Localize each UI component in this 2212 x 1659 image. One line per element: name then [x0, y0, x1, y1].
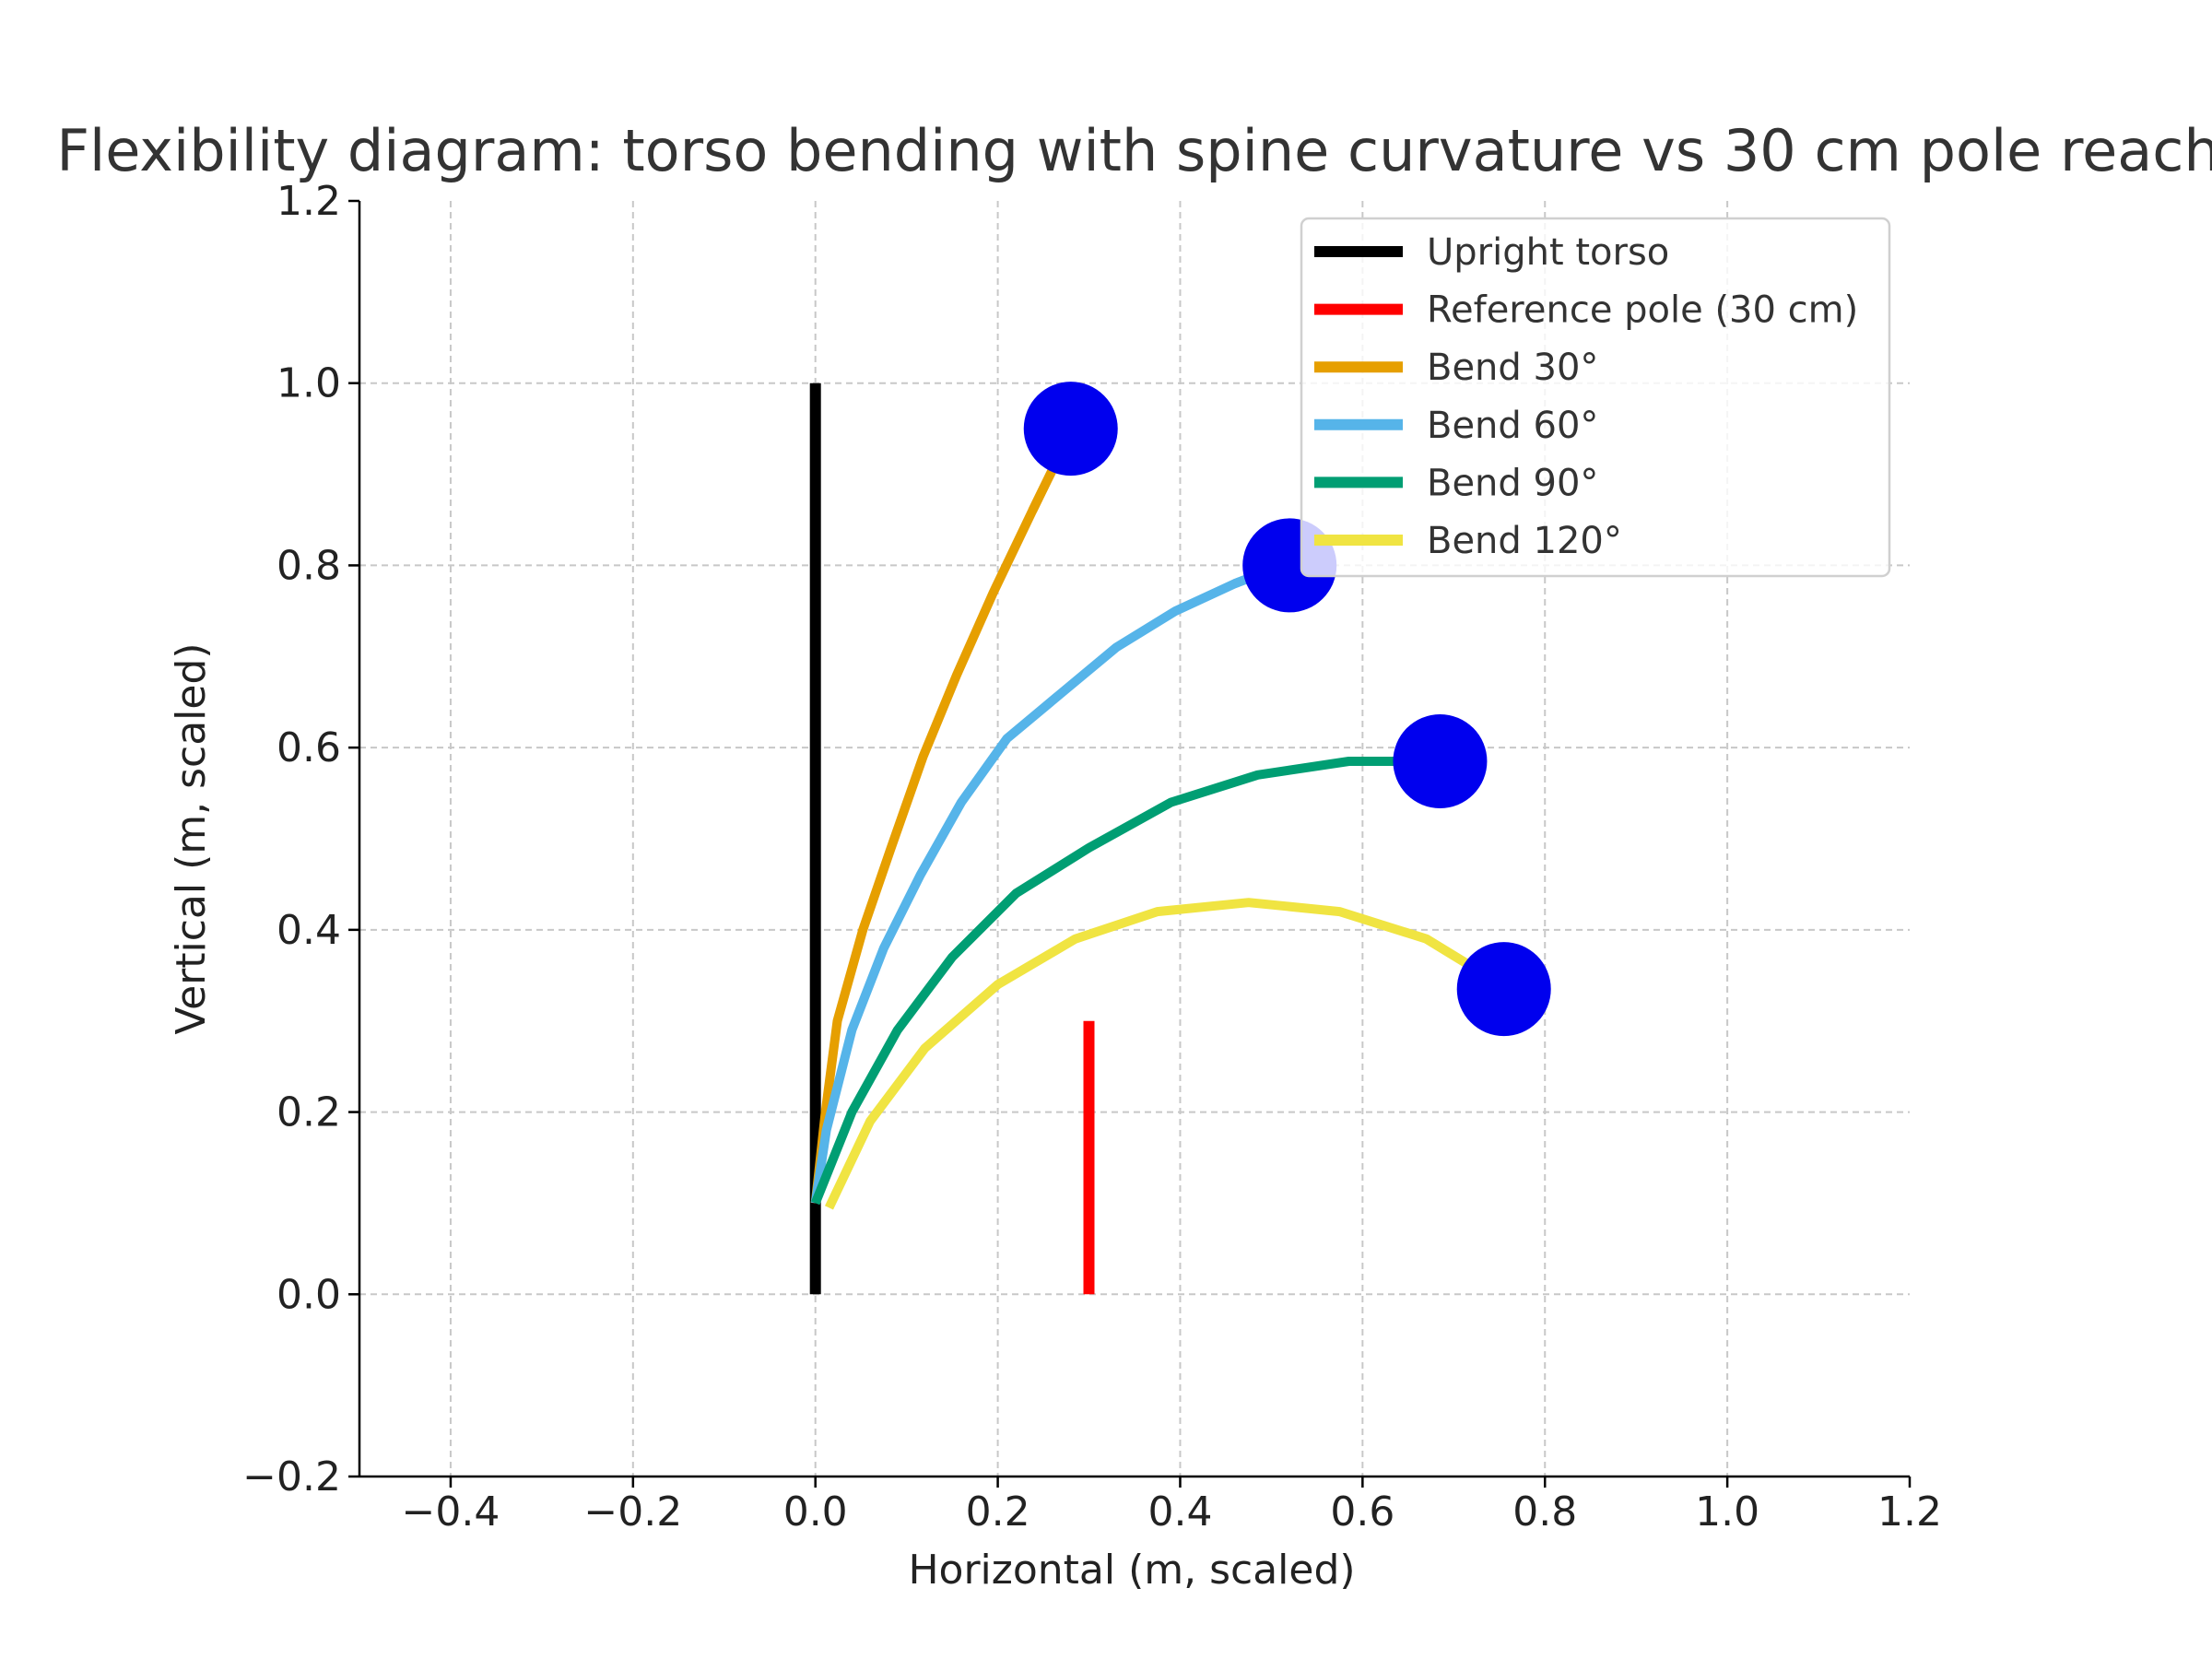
tick-labels: −0.4 −0.2 0.0 0.2 0.4 0.6 0.8 1.0 1.2 −0.2 0.0 0.2 0…: [242, 178, 1942, 1535]
x-axis-label: Horizontal (m, scaled): [908, 1547, 1355, 1594]
series-line-5: [811, 757, 1445, 1206]
legend-label-1: Upright torso: [1427, 231, 1669, 274]
x-tick-label: −0.2: [583, 1488, 682, 1535]
legend-label-3: Bend 30°: [1427, 347, 1598, 389]
y-tick-label: −0.2: [242, 1453, 341, 1500]
y-tick-label: 0.6: [276, 724, 341, 771]
series-line-6: [824, 898, 1512, 1210]
y-tick-label: 1.2: [276, 178, 341, 225]
y-tick-label: 1.0: [276, 360, 341, 407]
chart-title: Flexibility diagram: torso bending with …: [56, 117, 2212, 184]
end-marker-3: [1393, 713, 1488, 808]
legend-label-4: Bend 60°: [1427, 405, 1598, 447]
legend: Upright torso Reference pole (30 cm) Bend …: [1300, 217, 1891, 578]
legend-label-2: Reference pole (30 cm): [1427, 289, 1858, 332]
x-tick-label: 0.0: [783, 1488, 848, 1535]
axes: [348, 199, 1912, 1488]
legend-label-5: Bend 90°: [1427, 462, 1598, 504]
x-tick-label: 1.2: [1877, 1488, 1942, 1535]
y-tick-label: 0.4: [276, 907, 341, 954]
x-tick-label: 0.8: [1512, 1488, 1577, 1535]
x-tick-label: 0.4: [1147, 1488, 1212, 1535]
y-axis-label: Vertical (m, scaled): [168, 642, 215, 1034]
series-line-3: [810, 426, 1077, 1204]
y-tick-label: 0.0: [276, 1271, 341, 1318]
end-marker-1: [1023, 382, 1118, 477]
y-tick-label: 0.8: [276, 542, 341, 589]
x-tick-label: 0.6: [1330, 1488, 1394, 1535]
series-line-4: [810, 556, 1296, 1205]
legend-label-6: Bend 120°: [1427, 520, 1622, 562]
x-tick-label: 0.2: [966, 1488, 1030, 1535]
end-marker-4: [1456, 942, 1551, 1037]
series-lines: [809, 382, 1512, 1295]
y-tick-label: 0.2: [276, 1089, 341, 1136]
legend-box: [1300, 217, 1891, 578]
x-tick-label: −0.4: [402, 1488, 500, 1535]
x-tick-label: 1.0: [1695, 1488, 1759, 1535]
